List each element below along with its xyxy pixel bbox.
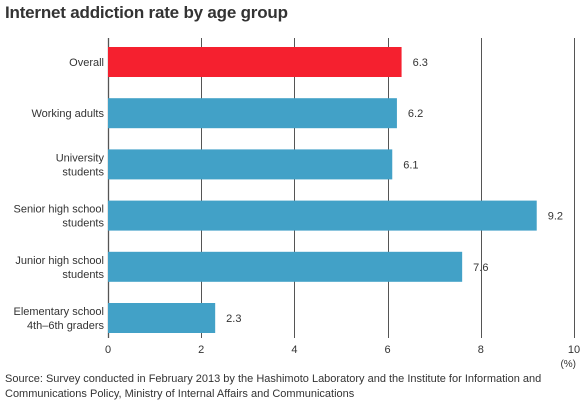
bar xyxy=(108,303,216,333)
x-tick-label: 2 xyxy=(198,344,204,356)
category-label: Junior high school students xyxy=(15,255,104,281)
x-tick-label: 8 xyxy=(478,344,484,356)
bar-chart: Overall Working adults University students S… xyxy=(13,38,580,370)
x-axis-ticks: 0 2 4 6 8 10 xyxy=(105,344,580,356)
category-label: University students xyxy=(56,152,105,178)
bar xyxy=(108,251,463,282)
value-label: 6.1 xyxy=(403,159,418,171)
x-tick-label: 6 xyxy=(385,344,391,356)
category-label: Elementary school 4th–6th graders xyxy=(14,306,105,332)
value-labels: 6.3 6.2 6.1 9.2 7.6 2.3 xyxy=(226,57,563,325)
bars xyxy=(108,47,537,333)
value-label: 9.2 xyxy=(548,211,563,223)
bar xyxy=(108,47,402,77)
category-label: Working adults xyxy=(31,108,104,120)
value-label: 2.3 xyxy=(226,313,241,325)
bar xyxy=(108,200,537,231)
x-tick-label: 10 xyxy=(568,344,580,356)
bar xyxy=(108,149,393,180)
gridlines xyxy=(107,38,575,338)
x-tick-label: 4 xyxy=(291,344,297,356)
category-labels: Overall Working adults University students S… xyxy=(13,57,104,332)
bar xyxy=(108,98,397,129)
value-label: 7.6 xyxy=(473,262,488,274)
x-tick-label: 0 xyxy=(105,344,111,356)
unit-label: (%) xyxy=(560,359,576,370)
value-label: 6.2 xyxy=(408,108,423,120)
category-label: Overall xyxy=(69,57,104,69)
category-label: Senior high school students xyxy=(13,204,104,230)
source-note: Source: Survey conducted in February 201… xyxy=(5,373,542,400)
chart-title: Internet addiction rate by age group xyxy=(5,3,288,22)
value-label: 6.3 xyxy=(413,57,428,69)
